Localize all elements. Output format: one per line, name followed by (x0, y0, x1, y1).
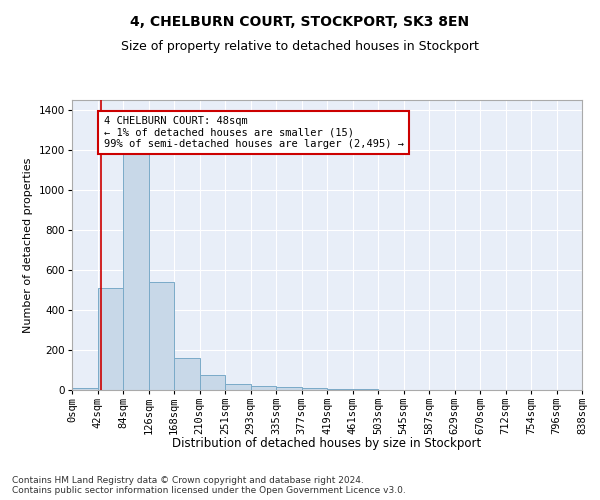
Bar (225, 384, 251, 390)
Bar (149, 282, 174, 390)
Bar (251, 386, 276, 390)
Text: 4 CHELBURN COURT: 48sqm
← 1% of detached houses are smaller (15)
99% of semi-det: 4 CHELBURN COURT: 48sqm ← 1% of detached… (104, 116, 404, 149)
Y-axis label: Number of detached properties: Number of detached properties (23, 158, 33, 332)
Bar (174, 358, 199, 390)
Bar (327, 389, 353, 390)
Bar (199, 375, 225, 390)
Text: Distribution of detached houses by size in Stockport: Distribution of detached houses by size … (172, 438, 482, 450)
Bar (302, 388, 327, 390)
Bar (97, 288, 123, 390)
Bar (72, 388, 97, 390)
Text: 4, CHELBURN COURT, STOCKPORT, SK3 8EN: 4, CHELBURN COURT, STOCKPORT, SK3 8EN (130, 15, 470, 29)
Bar (276, 387, 302, 390)
Text: Size of property relative to detached houses in Stockport: Size of property relative to detached ho… (121, 40, 479, 53)
Bar (123, 154, 149, 390)
Text: Contains HM Land Registry data © Crown copyright and database right 2024.
Contai: Contains HM Land Registry data © Crown c… (12, 476, 406, 495)
